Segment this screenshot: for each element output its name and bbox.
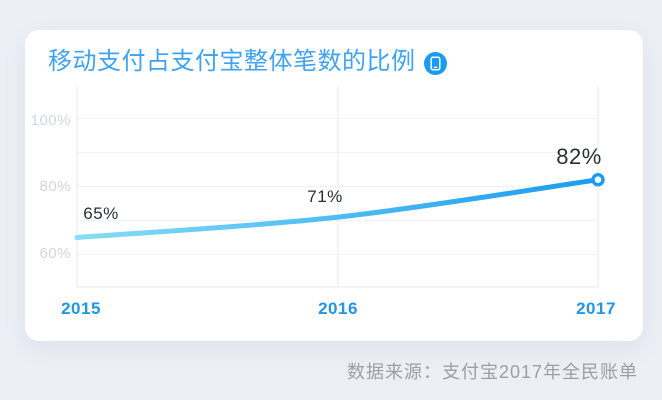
y-tick-100: 100% xyxy=(30,112,71,129)
data-label-2017: 82% xyxy=(556,144,602,169)
data-source-text: 数据来源：支付宝2017年全民账单 xyxy=(346,362,638,382)
data-point-marker-2017 xyxy=(591,172,605,187)
data-label-2016: 71% xyxy=(307,187,343,206)
chart-svg xyxy=(74,86,605,288)
chart-title: 移动支付占支付宝整体笔数的比例 xyxy=(48,48,416,75)
x-label-2017: 2017 xyxy=(576,299,616,318)
data-label-2015: 65% xyxy=(83,204,119,223)
x-label-2015: 2015 xyxy=(61,299,101,318)
x-label-2016: 2016 xyxy=(318,299,358,318)
chart-title-row: 移动支付占支付宝整体笔数的比例 xyxy=(48,46,447,78)
mobile-phone-circle-icon xyxy=(423,51,447,75)
y-tick-80: 80% xyxy=(39,178,71,195)
y-tick-60: 60% xyxy=(39,245,71,262)
plot-area: 100% 80% 60% 65% 71% 82% 2015 2016 2017 xyxy=(25,30,643,341)
trend-line xyxy=(74,177,601,240)
chart-card: 移动支付占支付宝整体笔数的比例 100% 80% 60% 65% 71% 82%… xyxy=(25,30,643,341)
